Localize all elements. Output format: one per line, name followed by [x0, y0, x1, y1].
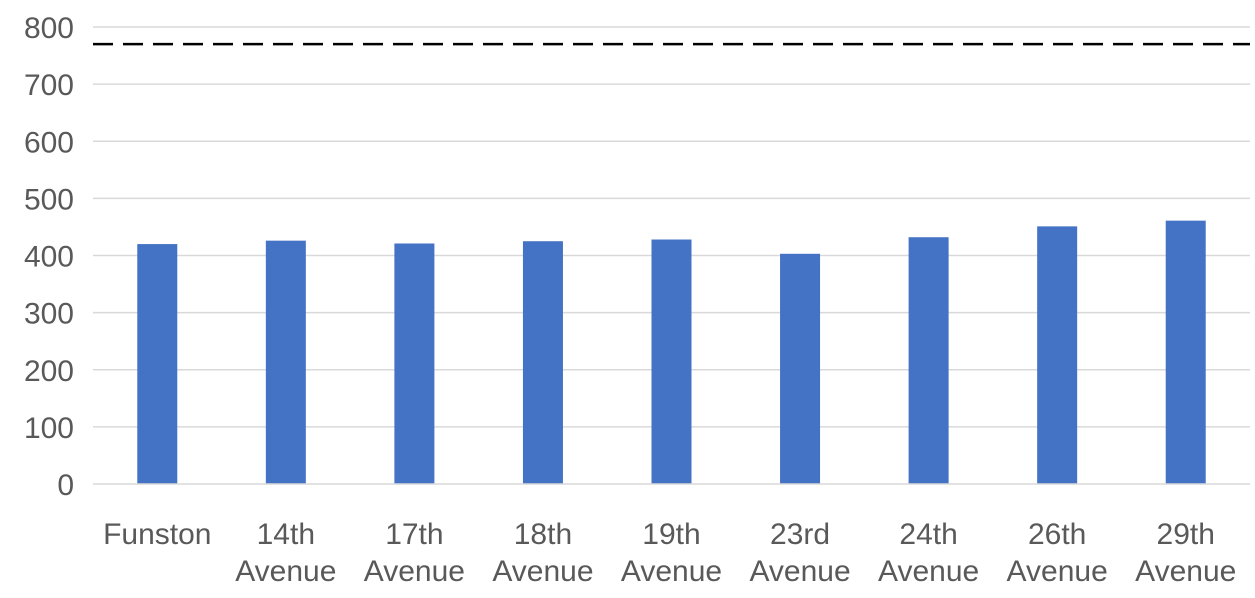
y-axis-tick-labels: 0 100 200 300 400 500 600 700 800 — [24, 12, 74, 502]
y-tick-label: 800 — [24, 12, 74, 45]
x-tick-label-line: Avenue — [364, 555, 465, 588]
y-tick-label: 500 — [24, 183, 74, 216]
x-tick-label-line: Avenue — [621, 555, 722, 588]
bar — [137, 244, 178, 484]
x-tick-label-line: 19th — [642, 518, 700, 551]
y-tick-label: 400 — [24, 241, 74, 274]
x-tick-label-line: 18th — [514, 518, 572, 551]
x-tick-label: 26th Avenue — [1007, 518, 1108, 588]
x-tick-label-line: 24th — [899, 518, 957, 551]
bars — [137, 220, 1206, 484]
x-tick-label-line: Funston — [103, 518, 211, 551]
x-tick-label-line: 29th — [1157, 518, 1215, 551]
x-tick-label: 29th Avenue — [1135, 518, 1236, 588]
bar — [1037, 226, 1078, 484]
x-tick-label-line: Avenue — [1135, 555, 1236, 588]
y-tick-label: 200 — [24, 355, 74, 388]
x-tick-label-line: Avenue — [749, 555, 850, 588]
bar — [908, 237, 949, 484]
x-tick-label-line: Avenue — [1007, 555, 1108, 588]
x-tick-label: 23rd Avenue — [749, 518, 850, 588]
x-tick-label-line: 14th — [257, 518, 315, 551]
bar — [265, 240, 306, 484]
x-tick-label-line: Avenue — [878, 555, 979, 588]
y-tick-label: 300 — [24, 298, 74, 331]
x-tick-label: 17th Avenue — [364, 518, 465, 588]
x-tick-label-line: Avenue — [492, 555, 593, 588]
x-tick-label: 14th Avenue — [235, 518, 336, 588]
x-tick-label-line: Avenue — [235, 555, 336, 588]
y-tick-label: 600 — [24, 126, 74, 159]
bar — [1165, 220, 1206, 484]
x-tick-label: Funston — [103, 518, 211, 551]
x-tick-label-line: 17th — [385, 518, 443, 551]
bar — [522, 241, 563, 484]
y-tick-label: 700 — [24, 69, 74, 102]
x-tick-label-line: 26th — [1028, 518, 1086, 551]
bar — [394, 243, 435, 484]
y-tick-label: 100 — [24, 412, 74, 445]
x-tick-label: 24th Avenue — [878, 518, 979, 588]
x-tick-label: 18th Avenue — [492, 518, 593, 588]
bar — [780, 253, 821, 484]
x-tick-label: 19th Avenue — [621, 518, 722, 588]
x-tick-label-line: 23rd — [770, 518, 830, 551]
y-tick-label: 0 — [57, 469, 74, 502]
bar — [651, 239, 692, 484]
